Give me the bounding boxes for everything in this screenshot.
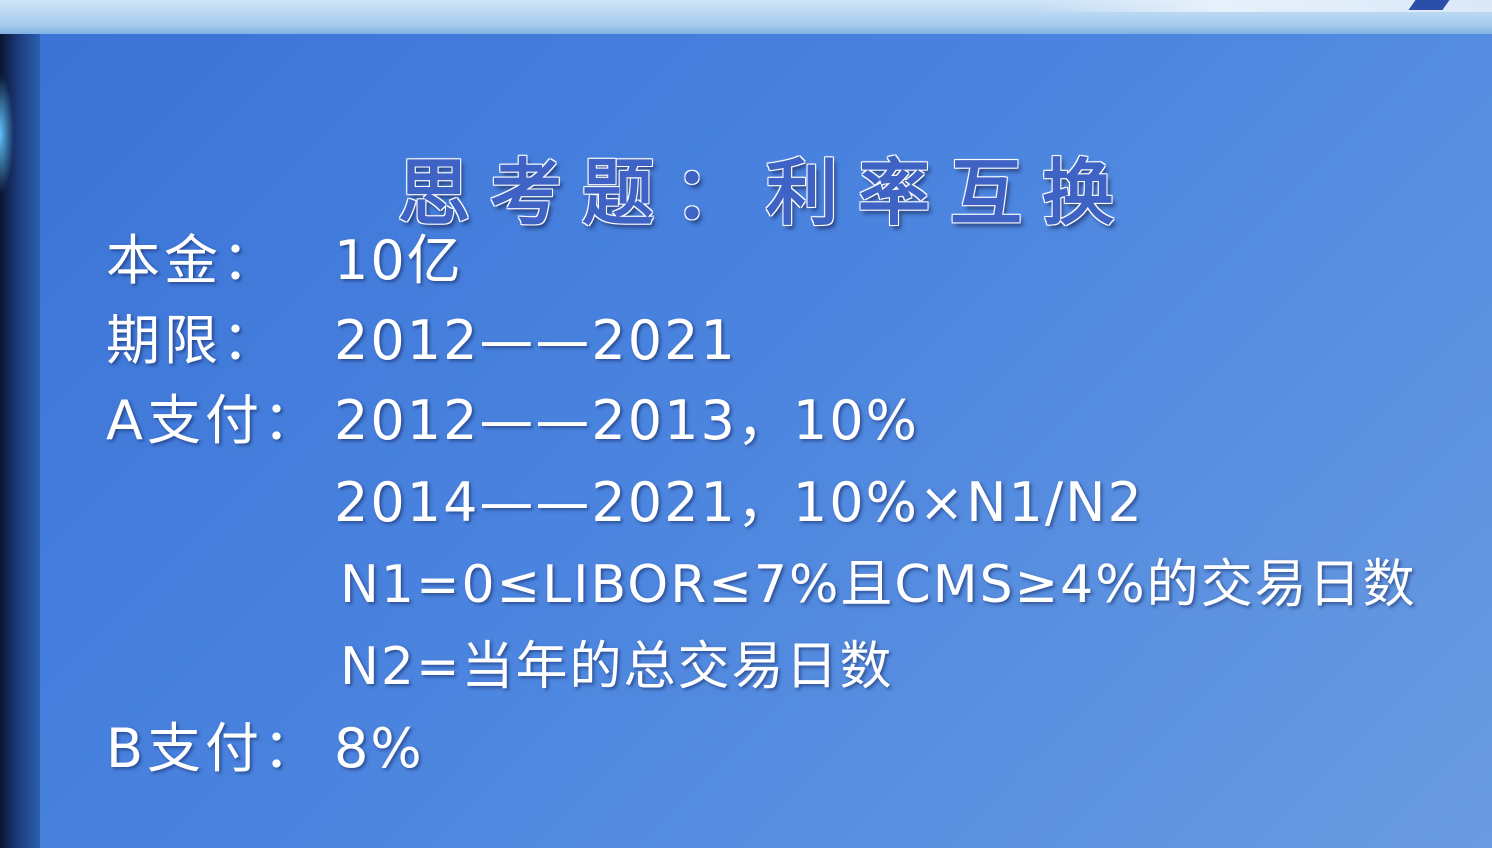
principal-label: 本金： (106, 229, 280, 292)
left-edge-bar (0, 34, 40, 848)
b-payment-label: B支付： (106, 717, 322, 780)
principal-value: 10亿 (334, 229, 463, 292)
n1-definition: N1=0≤LIBOR≤7%且CMS≥4%的交易日数 (340, 555, 1417, 615)
n2-definition-row: N2=当年的总交易日数 (340, 632, 894, 702)
n1-definition-row: N1=0≤LIBOR≤7%且CMS≥4%的交易日数 (340, 550, 1417, 620)
b-payment-row: B支付： 8% (106, 714, 424, 784)
window-top-bar (0, 0, 1492, 34)
a-payment-line-2: 2014——2021，10%×N1/N2 (334, 468, 1144, 538)
top-bar-mark (1408, 0, 1450, 10)
a-payment-value: 2012——2013，10% (334, 389, 919, 452)
term-value: 2012——2021 (334, 309, 737, 372)
term-row: 期限： 2012——2021 (106, 306, 737, 376)
slide-title: 思考题：利率互换 (397, 150, 1134, 235)
a-payment-label: A支付： (106, 389, 321, 452)
principal-row: 本金： 10亿 (106, 226, 463, 296)
a-payment-row: A支付： 2012——2013，10% (106, 386, 919, 456)
top-bar-accent (1032, 0, 1492, 12)
b-payment-value: 8% (334, 717, 424, 780)
a-payment-formula: 2014——2021，10%×N1/N2 (334, 471, 1144, 534)
left-edge-glow (0, 74, 14, 194)
term-label: 期限： (106, 309, 280, 372)
slide: 思考题：利率互换 本金： 10亿 期限： 2012——2021 A支付： 2012——… (40, 34, 1492, 848)
n2-definition: N2=当年的总交易日数 (340, 637, 894, 697)
